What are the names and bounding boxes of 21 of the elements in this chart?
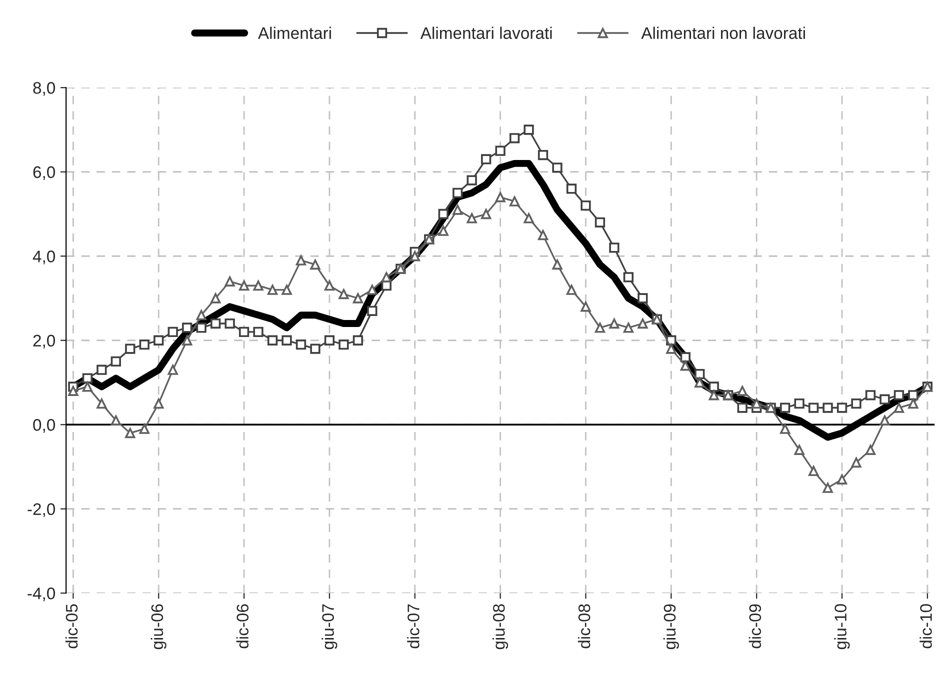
x-tick-label: giu-07 xyxy=(322,604,338,650)
y-tick-label: 8,0 xyxy=(33,82,56,96)
y-tick-label: 0,0 xyxy=(33,419,56,433)
y-tick-label: -2,0 xyxy=(28,503,56,518)
x-tick-label: dic-05 xyxy=(65,604,78,648)
x-tick-label: giu-10 xyxy=(834,604,850,650)
legend-label: Alimentari lavorati xyxy=(420,26,552,39)
x-tick-label: dic-06 xyxy=(236,604,249,648)
y-tick-label: -4,0 xyxy=(28,588,56,602)
x-tick-label: dic-07 xyxy=(407,604,420,648)
legend-label: Alimentari non lavorati xyxy=(641,26,805,39)
legend-label: Alimentari xyxy=(258,26,331,39)
y-tick-label: 6,0 xyxy=(33,166,56,180)
x-tick-label: dic-08 xyxy=(578,604,590,648)
x-tick-label: giu-06 xyxy=(150,604,166,650)
x-tick-label: giu-09 xyxy=(663,604,679,650)
x-tick-label: dic-10 xyxy=(920,604,932,648)
x-tick-label: dic-09 xyxy=(748,604,762,648)
y-tick-label: 2,0 xyxy=(33,334,56,349)
x-tick-label: giu-08 xyxy=(492,604,508,650)
y-tick-label: 4,0 xyxy=(32,250,56,264)
